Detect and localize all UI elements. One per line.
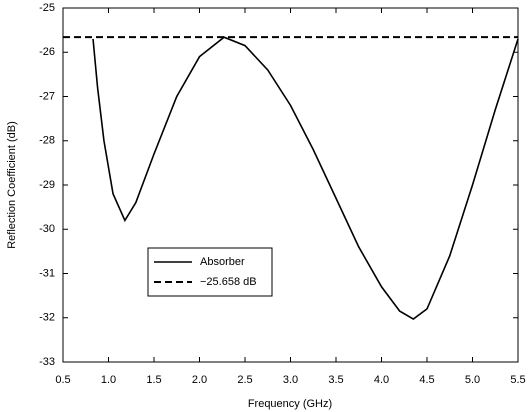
y-tick-label: -33 [39, 356, 55, 368]
legend-label: Absorber [200, 256, 245, 268]
x-tick-label: 2.5 [237, 374, 252, 386]
x-axis-label: Frequency (GHz) [248, 398, 332, 410]
plot-frame [62, 7, 519, 363]
x-tick-label: 1.5 [146, 374, 161, 386]
x-tick-label: 3.0 [283, 374, 298, 386]
x-tick-label: 3.5 [328, 374, 343, 386]
y-tick-label: -29 [39, 179, 55, 191]
y-tick-label: -30 [39, 223, 55, 235]
y-tick-label: -27 [39, 90, 55, 102]
y-tick-label: -31 [39, 267, 55, 279]
x-tick-label: 0.5 [55, 374, 70, 386]
x-tick-label: 2.0 [192, 374, 207, 386]
legend-box [147, 247, 273, 297]
y-tick-label: -32 [39, 312, 55, 324]
x-tick-label: 5.0 [465, 374, 480, 386]
x-tick-label: 5.5 [510, 374, 525, 386]
y-tick-label: -26 [39, 46, 55, 58]
y-tick-label: -28 [39, 135, 55, 147]
x-tick-label: 1.0 [101, 374, 116, 386]
x-tick-label: 4.5 [419, 374, 434, 386]
y-tick-label: -25 [39, 2, 55, 14]
y-axis-label: Reflection Coefficient (dB) [6, 121, 18, 249]
legend-label: −25.658 dB [200, 276, 257, 288]
x-tick-label: 4.0 [374, 374, 389, 386]
series-line [92, 36, 519, 321]
